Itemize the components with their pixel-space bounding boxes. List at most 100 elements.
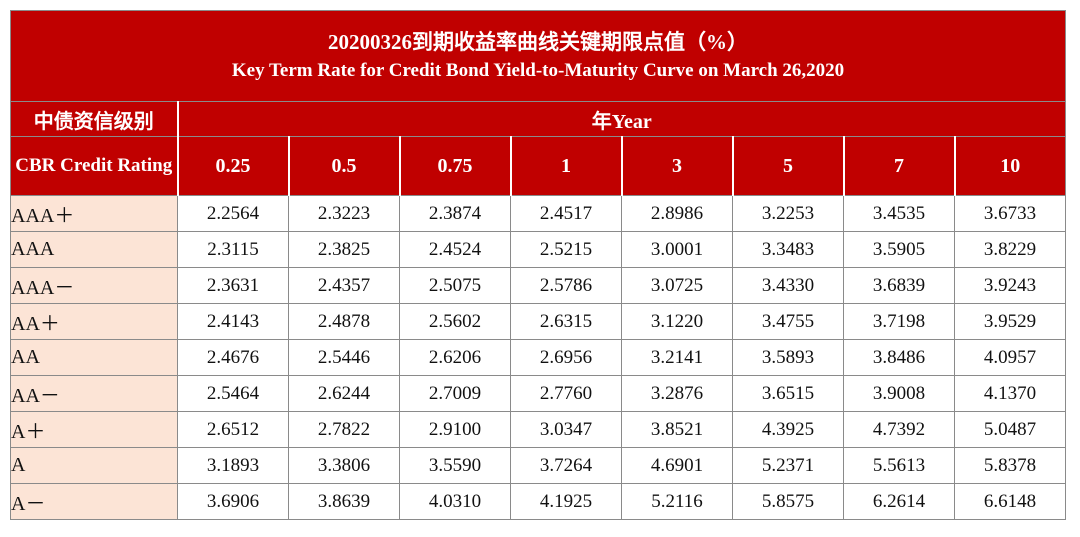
rating-label: AA－ <box>10 375 178 412</box>
rate-value-cell: 3.8486 <box>843 339 955 376</box>
rate-value-cell: 2.6956 <box>510 339 622 376</box>
table-row: AA 2.4676 2.5446 2.6206 2.6956 3.2141 3.5893 3.… <box>10 339 1067 376</box>
rate-value-cell: 6.6148 <box>953 483 1067 520</box>
rate-value-cell: 2.5602 <box>399 303 511 340</box>
rate-value-cell: 3.8639 <box>288 483 400 520</box>
term-header: 3 <box>620 136 733 196</box>
rate-value-cell: 2.5446 <box>288 339 400 376</box>
rate-value-cell: 3.6839 <box>843 267 955 304</box>
rate-value-cell: 3.2253 <box>732 195 844 232</box>
term-header: 0.5 <box>287 136 400 196</box>
rating-label: AA＋ <box>10 303 178 340</box>
rate-value-cell: 3.1220 <box>621 303 733 340</box>
header-row-2: CBR Credit Rating 0.25 0.5 0.75 1 3 5 7 10 <box>10 136 1067 196</box>
rate-value-cell: 2.4143 <box>177 303 289 340</box>
rate-value-cell: 3.2141 <box>621 339 733 376</box>
rate-value-cell: 5.2371 <box>732 447 844 484</box>
table-row: AAA 2.3115 2.3825 2.4524 2.5215 3.0001 3.3483 3… <box>10 231 1067 268</box>
rate-value-cell: 2.6244 <box>288 375 400 412</box>
rate-value-cell: 3.6906 <box>177 483 289 520</box>
title-english: Key Term Rate for Credit Bond Yield-to-M… <box>231 60 845 81</box>
rate-value-cell: 2.5215 <box>510 231 622 268</box>
rate-value-cell: 3.3806 <box>288 447 400 484</box>
rate-value-cell: 3.0347 <box>510 411 622 448</box>
term-header: 5 <box>731 136 844 196</box>
header-row-1: 中债资信级别 年Year <box>10 101 1067 137</box>
rating-label: A <box>10 447 178 484</box>
rate-value-cell: 3.7198 <box>843 303 955 340</box>
rate-value-cell: 2.3825 <box>288 231 400 268</box>
table-row: AAA＋ 2.2564 2.3223 2.3874 2.4517 2.8986 3.2253… <box>10 195 1067 232</box>
title-chinese: 20200326到期收益率曲线关键期限点值（%） <box>328 30 749 54</box>
rate-value-cell: 3.0001 <box>621 231 733 268</box>
rate-value-cell: 2.6512 <box>177 411 289 448</box>
rating-label: AA <box>10 339 178 376</box>
rate-value-cell: 3.7264 <box>510 447 622 484</box>
term-header: 1 <box>509 136 622 196</box>
rating-header-english: CBR Credit Rating <box>10 136 178 196</box>
rate-value-cell: 3.4330 <box>732 267 844 304</box>
table-row: AA－ 2.5464 2.6244 2.7009 2.7760 3.2876 3.6515 3… <box>10 375 1067 412</box>
rate-value-cell: 3.1893 <box>177 447 289 484</box>
rate-value-cell: 4.0957 <box>953 339 1067 376</box>
rate-value-cell: 2.3874 <box>399 195 511 232</box>
rate-value-cell: 2.8986 <box>621 195 733 232</box>
rate-value-cell: 3.9243 <box>953 267 1067 304</box>
rating-label: A－ <box>10 483 178 520</box>
rate-value-cell: 3.5893 <box>732 339 844 376</box>
rate-value-cell: 2.2564 <box>177 195 289 232</box>
rate-value-cell: 2.3631 <box>177 267 289 304</box>
rate-value-cell: 3.8521 <box>621 411 733 448</box>
rate-value-cell: 2.5786 <box>510 267 622 304</box>
table-row: AA＋ 2.4143 2.4878 2.5602 2.6315 3.1220 3.4755 3… <box>10 303 1067 340</box>
rate-value-cell: 2.7822 <box>288 411 400 448</box>
rating-header-chinese: 中债资信级别 <box>10 101 178 137</box>
rate-value-cell: 3.6733 <box>953 195 1067 232</box>
rate-value-cell: 3.5905 <box>843 231 955 268</box>
rate-value-cell: 2.6315 <box>510 303 622 340</box>
rate-value-cell: 4.1925 <box>510 483 622 520</box>
rate-value-cell: 3.9008 <box>843 375 955 412</box>
rate-value-cell: 5.2116 <box>621 483 733 520</box>
rating-label: AAA－ <box>10 267 178 304</box>
table-row: A－ 3.6906 3.8639 4.0310 4.1925 5.2116 5.8575 6.… <box>10 483 1067 520</box>
rate-value-cell: 3.3483 <box>732 231 844 268</box>
rate-value-cell: 5.8575 <box>732 483 844 520</box>
rate-value-cell: 3.4535 <box>843 195 955 232</box>
rate-value-cell: 2.9100 <box>399 411 511 448</box>
rate-value-cell: 2.4357 <box>288 267 400 304</box>
rate-value-cell: 2.4676 <box>177 339 289 376</box>
table-title: 20200326到期收益率曲线关键期限点值（%） Key Term Rate f… <box>9 10 1067 102</box>
rate-value-cell: 4.0310 <box>399 483 511 520</box>
term-header: 0.25 <box>176 136 289 196</box>
rate-value-cell: 2.3115 <box>177 231 289 268</box>
rate-value-cell: 3.6515 <box>732 375 844 412</box>
rate-value-cell: 5.8378 <box>953 447 1067 484</box>
rate-value-cell: 3.0725 <box>621 267 733 304</box>
rate-value-cell: 5.0487 <box>953 411 1067 448</box>
rate-value-cell: 6.2614 <box>843 483 955 520</box>
rate-value-cell: 2.4524 <box>399 231 511 268</box>
rate-value-cell: 4.7392 <box>843 411 955 448</box>
rate-value-cell: 2.7009 <box>399 375 511 412</box>
rate-value-cell: 2.3223 <box>288 195 400 232</box>
rate-value-cell: 2.4517 <box>510 195 622 232</box>
year-header: 年Year <box>176 101 1067 137</box>
rate-value-cell: 2.6206 <box>399 339 511 376</box>
rate-value-cell: 4.1370 <box>953 375 1067 412</box>
rate-value-cell: 2.5075 <box>399 267 511 304</box>
rate-value-cell: 2.4878 <box>288 303 400 340</box>
rate-value-cell: 3.2876 <box>621 375 733 412</box>
rating-label: AAA＋ <box>10 195 178 232</box>
rating-label: A＋ <box>10 411 178 448</box>
table-row: A＋ 2.6512 2.7822 2.9100 3.0347 3.8521 4.3925 4.… <box>10 411 1067 448</box>
rate-value-cell: 3.4755 <box>732 303 844 340</box>
rate-value-cell: 3.9529 <box>953 303 1067 340</box>
rate-value-cell: 3.8229 <box>953 231 1067 268</box>
yield-table-container: 20200326到期收益率曲线关键期限点值（%） Key Term Rate f… <box>9 10 1067 520</box>
term-header: 10 <box>953 136 1067 196</box>
title-row: 20200326到期收益率曲线关键期限点值（%） Key Term Rate f… <box>9 10 1067 102</box>
yield-curve-table: 20200326到期收益率曲线关键期限点值（%） Key Term Rate f… <box>9 10 1067 520</box>
rate-value-cell: 2.5464 <box>177 375 289 412</box>
term-header: 7 <box>842 136 955 196</box>
